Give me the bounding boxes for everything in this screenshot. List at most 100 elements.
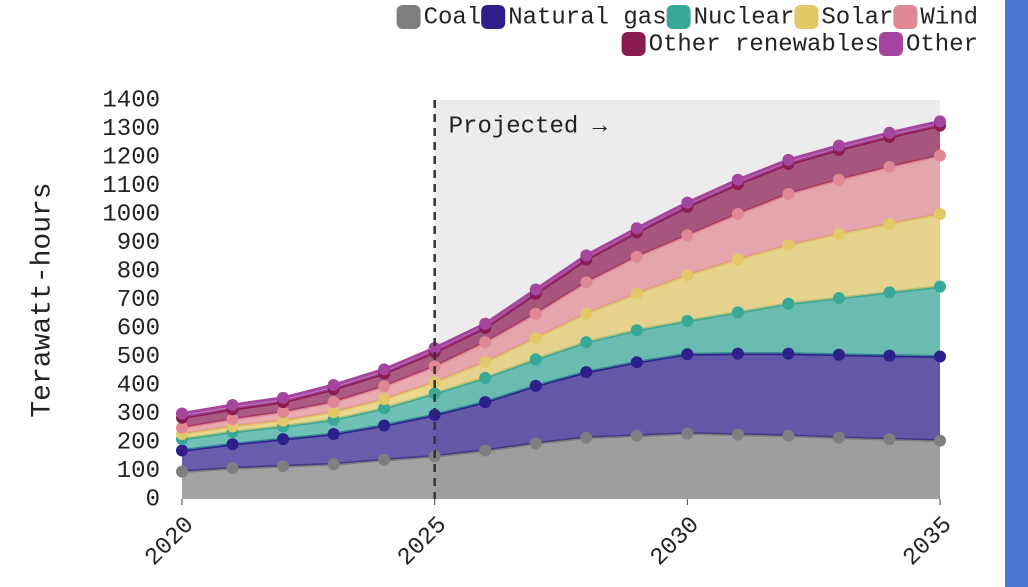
point xyxy=(277,406,290,419)
point xyxy=(832,173,845,186)
annotation: Projected → xyxy=(449,113,608,140)
point xyxy=(327,458,340,471)
point xyxy=(580,307,593,320)
x-tick-label: 2035 xyxy=(898,512,958,572)
legend-label: Wind xyxy=(920,4,978,31)
point xyxy=(731,173,744,186)
point xyxy=(630,287,643,300)
legend-item: Solar xyxy=(794,4,893,31)
point xyxy=(934,350,946,363)
legend-swatch xyxy=(879,32,903,56)
point xyxy=(580,276,593,289)
legend-label: Other xyxy=(906,31,978,58)
point xyxy=(479,317,492,330)
point xyxy=(428,341,441,354)
y-tick-label: 200 xyxy=(117,429,160,456)
point xyxy=(378,453,391,466)
point xyxy=(934,208,946,220)
y-tick-label: 0 xyxy=(146,486,160,513)
point xyxy=(176,444,188,457)
point xyxy=(428,387,441,400)
y-tick-label: 700 xyxy=(117,287,160,314)
y-tick-label: 1100 xyxy=(102,173,160,200)
point xyxy=(782,239,795,252)
legend-item: Wind xyxy=(893,4,978,31)
point xyxy=(277,460,290,473)
point xyxy=(580,336,593,349)
point xyxy=(529,437,542,450)
point xyxy=(630,250,643,263)
point xyxy=(378,419,391,432)
point xyxy=(226,398,239,411)
legend-item: Nuclear xyxy=(666,4,794,31)
area-line xyxy=(181,119,941,415)
point xyxy=(731,428,744,441)
legend-label: Natural gas xyxy=(508,4,666,31)
point xyxy=(731,306,744,319)
x-tick-label: 2030 xyxy=(646,512,706,572)
y-tick-label: 1200 xyxy=(102,144,160,171)
point xyxy=(630,429,643,442)
legend-swatch xyxy=(666,5,691,29)
point xyxy=(176,421,188,434)
y-tick-label: 300 xyxy=(117,401,160,428)
y-tick-label: 400 xyxy=(117,372,160,399)
point xyxy=(934,280,946,293)
y-tick-label: 1400 xyxy=(102,87,160,114)
point xyxy=(176,465,188,478)
point xyxy=(832,348,845,361)
legend-swatch xyxy=(621,32,646,56)
area xyxy=(182,433,940,499)
point xyxy=(479,444,492,457)
legend-swatch xyxy=(481,5,506,29)
point xyxy=(580,249,593,262)
point xyxy=(529,331,542,344)
area-line xyxy=(181,352,941,453)
legend-swatch xyxy=(893,5,918,29)
point xyxy=(529,379,542,392)
point xyxy=(529,307,542,320)
point xyxy=(832,139,845,152)
point xyxy=(681,348,694,361)
y-tick-label: 500 xyxy=(117,344,160,371)
point xyxy=(681,196,694,209)
point xyxy=(934,149,946,162)
point xyxy=(479,371,492,384)
point xyxy=(832,431,845,444)
point xyxy=(630,356,643,369)
point xyxy=(832,292,845,305)
x-tick-label: 2020 xyxy=(140,512,200,572)
point xyxy=(782,297,795,310)
point xyxy=(630,324,643,337)
point xyxy=(479,336,492,349)
y-tick-label: 1300 xyxy=(102,116,160,143)
side-bar xyxy=(1005,0,1028,587)
y-tick-label: 1000 xyxy=(102,201,160,228)
point xyxy=(681,269,694,282)
legend-item: Other xyxy=(879,31,978,58)
point xyxy=(883,349,896,362)
x-tick-label: 2025 xyxy=(393,512,453,572)
point xyxy=(832,227,845,240)
legend-swatch xyxy=(396,5,421,29)
point xyxy=(226,438,239,451)
point xyxy=(580,366,593,379)
point xyxy=(226,413,239,426)
point xyxy=(782,188,795,201)
point xyxy=(327,396,340,409)
point xyxy=(378,380,391,393)
point xyxy=(883,126,896,139)
y-tick-label: 800 xyxy=(117,258,160,285)
point xyxy=(883,160,896,173)
y-tick-label: 600 xyxy=(117,315,160,342)
legend-label: Other renewables xyxy=(649,31,879,58)
point xyxy=(731,347,744,360)
point xyxy=(782,153,795,166)
point xyxy=(681,229,694,242)
point xyxy=(782,429,795,442)
point xyxy=(327,428,340,441)
point xyxy=(378,402,391,415)
area xyxy=(182,155,940,435)
point xyxy=(176,407,188,420)
